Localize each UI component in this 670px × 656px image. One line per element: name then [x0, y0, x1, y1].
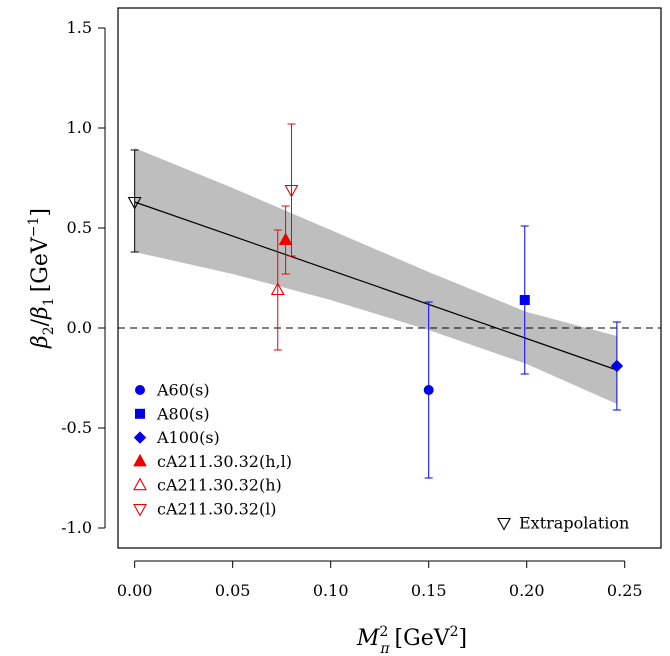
x-tick-label: 0.10	[313, 581, 349, 600]
x-tick-label: 0.20	[509, 581, 545, 600]
legend-marker	[133, 477, 147, 491]
legend-label: A100(s)	[156, 428, 220, 447]
y-tick-label: -1.0	[61, 518, 92, 537]
fit-line	[134, 201, 618, 371]
legend-item: A60(s)	[135, 381, 210, 400]
data-point	[519, 225, 530, 375]
data-point	[423, 301, 434, 479]
legend-label: A60(s)	[156, 381, 210, 400]
point-marker	[270, 282, 285, 296]
legend-label: A80(s)	[156, 404, 210, 423]
data-point	[610, 321, 624, 411]
y-tick-label: 1.5	[67, 18, 92, 37]
x-axis: 0.00 0.05 0.10 0.15 0.20 0.25	[117, 560, 643, 600]
legend-label: cA211.30.32(h,l)	[157, 452, 292, 471]
x-tick-label: 0.25	[607, 581, 643, 600]
legend-marker	[133, 503, 147, 517]
legend-marker	[497, 517, 511, 531]
x-axis-title: M2 π [GeV2]	[356, 624, 467, 656]
x-tick-label: 0.15	[411, 581, 447, 600]
y-tick-label: -0.5	[61, 418, 92, 437]
legend-item: cA211.30.32(h)	[133, 476, 282, 495]
plot-frame	[117, 7, 662, 549]
data-point	[278, 205, 293, 275]
legend-marker	[133, 453, 147, 467]
legend-label: cA211.30.32(h)	[157, 476, 282, 495]
legend: A60(s) A80(s) A100(s) cA211.30.32(h,l) cA211…	[133, 381, 629, 533]
legend-item: cA211.30.32(l)	[133, 500, 277, 519]
data-points-layer	[127, 123, 624, 479]
point-marker	[127, 196, 142, 210]
x-tick-label: 0.05	[215, 581, 251, 600]
data-point	[284, 123, 299, 257]
legend-marker	[135, 408, 145, 419]
y-tick-label: 0.0	[67, 318, 92, 337]
legend-label: cA211.30.32(l)	[157, 500, 277, 519]
data-point	[127, 149, 142, 253]
legend-label: Extrapolation	[519, 514, 629, 533]
y-tick-label: 0.5	[67, 218, 92, 237]
data-point	[270, 229, 285, 351]
point-marker	[278, 232, 293, 245]
legend-item: A80(s)	[135, 404, 210, 423]
point-marker	[284, 184, 299, 198]
legend-item: Extrapolation	[497, 514, 629, 533]
point-marker	[519, 295, 530, 305]
confidence-band-layer	[134, 148, 617, 404]
fit-confidence-band	[134, 148, 617, 404]
y-tick-label: 1.0	[67, 118, 92, 137]
fit-line-layer	[134, 201, 618, 371]
x-tick-label: 0.00	[117, 581, 153, 600]
legend-marker	[135, 385, 145, 395]
legend-marker	[133, 431, 147, 444]
legend-item: cA211.30.32(h,l)	[133, 452, 292, 471]
y-axis-title: β2/β1[GeV−1]	[26, 208, 57, 349]
legend-item: A100(s)	[133, 428, 220, 447]
y-axis: -1.0 -0.5 0.0 0.5 1.0 1.5	[61, 18, 106, 537]
point-marker	[423, 385, 434, 395]
point-marker	[610, 359, 624, 373]
